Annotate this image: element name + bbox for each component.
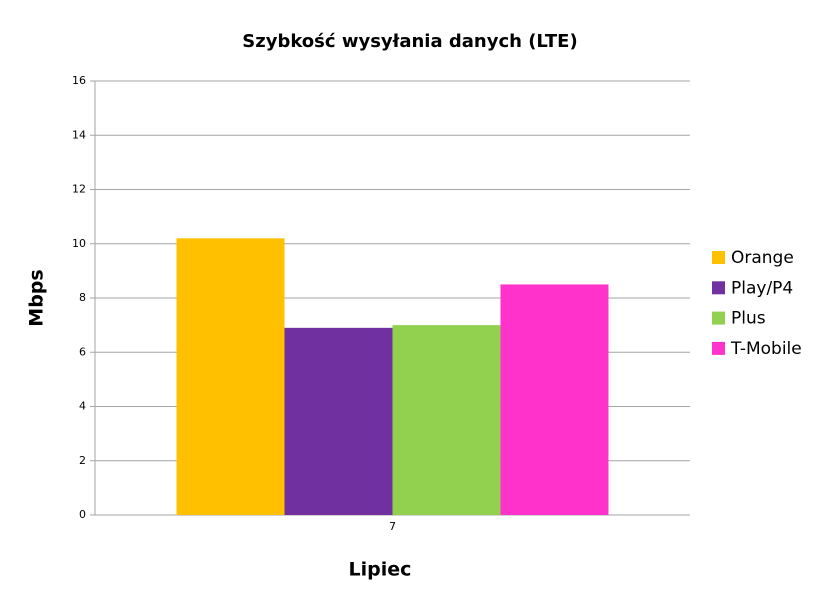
y-tick-label: 16 [72, 74, 86, 87]
x-tick-label: 7 [389, 520, 396, 533]
x-axis-title: Lipiec [349, 559, 412, 581]
y-tick-label: 14 [72, 128, 86, 141]
y-tick-label: 12 [72, 183, 86, 196]
legend-label: Play/P4 [731, 278, 793, 298]
legend-swatch [712, 251, 725, 264]
legend-label: Plus [731, 309, 766, 329]
y-tick-label: 6 [79, 345, 86, 358]
legend-label: Orange [731, 248, 794, 268]
legend-swatch [712, 341, 725, 355]
y-tick-label: 10 [72, 237, 86, 250]
y-tick-label: 0 [79, 508, 86, 521]
y-tick-label: 4 [79, 400, 86, 413]
bar [176, 238, 285, 515]
y-tick-label: 8 [79, 291, 86, 304]
legend-swatch [712, 311, 725, 325]
legend-label: T-Mobile [730, 339, 802, 359]
bar [392, 325, 501, 515]
bar [284, 327, 393, 515]
chart-title: Szybkość wysyłania danych (LTE) [242, 31, 577, 52]
bar [500, 284, 609, 515]
y-tick-label: 2 [79, 454, 86, 467]
y-axis-title: Mbps [26, 269, 48, 326]
legend-swatch [712, 281, 725, 295]
